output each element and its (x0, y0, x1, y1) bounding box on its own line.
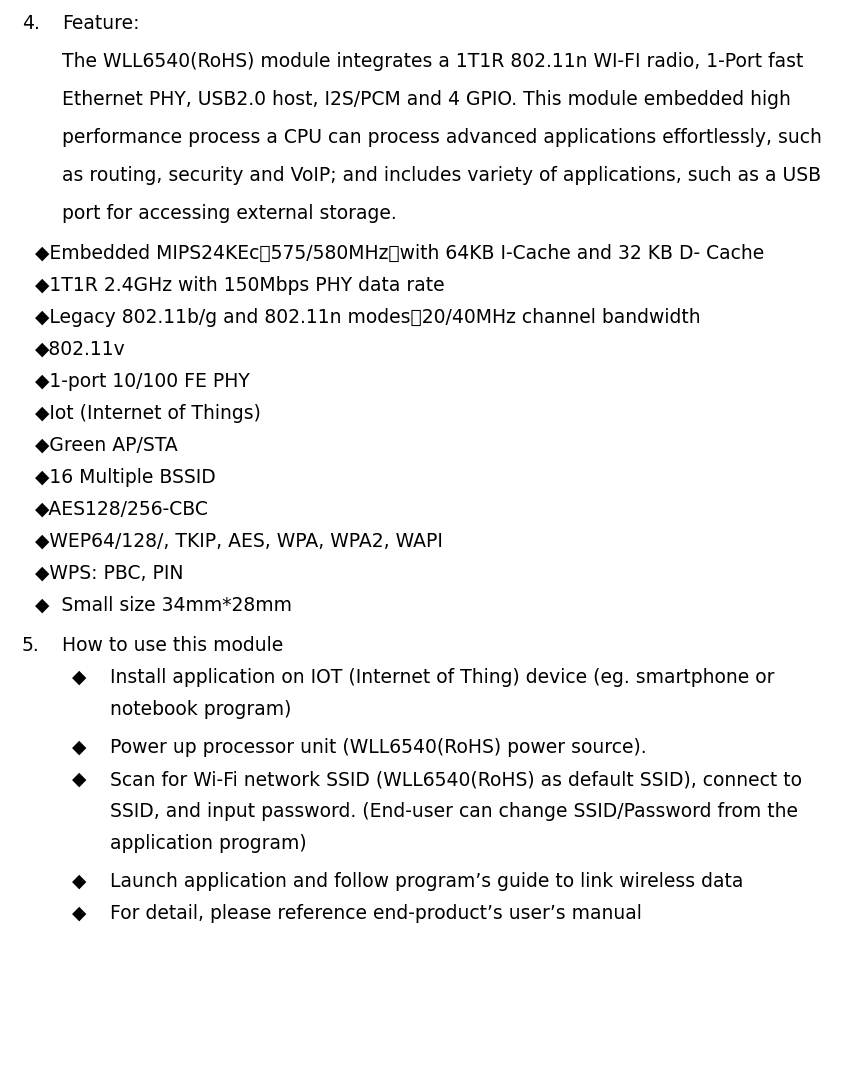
Text: Ethernet PHY, USB2.0 host, I2S/PCM and 4 GPIO. This module embedded high: Ethernet PHY, USB2.0 host, I2S/PCM and 4… (62, 90, 791, 109)
Text: How to use this module: How to use this module (62, 636, 283, 655)
Text: Power up processor unit (WLL6540(RoHS) power source).: Power up processor unit (WLL6540(RoHS) p… (110, 738, 646, 757)
Text: Feature:: Feature: (62, 14, 139, 33)
Text: ◆802.11v: ◆802.11v (35, 340, 126, 359)
Text: ◆Iot (Internet of Things): ◆Iot (Internet of Things) (35, 404, 261, 423)
Text: 5.: 5. (22, 636, 40, 655)
Text: as routing, security and VoIP; and includes variety of applications, such as a U: as routing, security and VoIP; and inclu… (62, 166, 821, 185)
Text: notebook program): notebook program) (110, 700, 291, 719)
Text: ◆Legacy 802.11b/g and 802.11n modes，20/40MHz channel bandwidth: ◆Legacy 802.11b/g and 802.11n modes，20/4… (35, 308, 701, 327)
Text: ◆1-port 10/100 FE PHY: ◆1-port 10/100 FE PHY (35, 372, 250, 391)
Text: ◆1T1R 2.4GHz with 150Mbps PHY data rate: ◆1T1R 2.4GHz with 150Mbps PHY data rate (35, 276, 445, 295)
Text: Launch application and follow program’s guide to link wireless data: Launch application and follow program’s … (110, 872, 743, 891)
Text: Install application on IOT (Internet of Thing) device (eg. smartphone or: Install application on IOT (Internet of … (110, 668, 774, 687)
Text: ◆16 Multiple BSSID: ◆16 Multiple BSSID (35, 468, 216, 487)
Text: 4.: 4. (22, 14, 40, 33)
Text: port for accessing external storage.: port for accessing external storage. (62, 203, 397, 223)
Text: The WLL6540(RoHS) module integrates a 1T1R 802.11n WI-FI radio, 1-Port fast: The WLL6540(RoHS) module integrates a 1T… (62, 52, 804, 71)
Text: ◆: ◆ (72, 904, 86, 923)
Text: ◆: ◆ (72, 668, 86, 687)
Text: SSID, and input password. (End-user can change SSID/Password from the: SSID, and input password. (End-user can … (110, 802, 798, 821)
Text: ◆Embedded MIPS24KEc（575/580MHz）with 64KB I-Cache and 32 KB D- Cache: ◆Embedded MIPS24KEc（575/580MHz）with 64KB… (35, 244, 765, 263)
Text: ◆: ◆ (72, 738, 86, 757)
Text: performance process a CPU can process advanced applications effortlessly, such: performance process a CPU can process ad… (62, 129, 822, 147)
Text: For detail, please reference end-product’s user’s manual: For detail, please reference end-product… (110, 904, 642, 923)
Text: ◆: ◆ (72, 872, 86, 891)
Text: ◆Green AP/STA: ◆Green AP/STA (35, 436, 178, 455)
Text: application program): application program) (110, 834, 307, 853)
Text: ◆AES128/256-CBC: ◆AES128/256-CBC (35, 500, 209, 519)
Text: ◆WPS: PBC, PIN: ◆WPS: PBC, PIN (35, 564, 183, 583)
Text: ◆WEP64/128/, TKIP, AES, WPA, WPA2, WAPI: ◆WEP64/128/, TKIP, AES, WPA, WPA2, WAPI (35, 532, 443, 550)
Text: ◆  Small size 34mm*28mm: ◆ Small size 34mm*28mm (35, 595, 292, 615)
Text: ◆: ◆ (72, 770, 86, 789)
Text: Scan for Wi-Fi network SSID (WLL6540(RoHS) as default SSID), connect to: Scan for Wi-Fi network SSID (WLL6540(RoH… (110, 770, 802, 789)
